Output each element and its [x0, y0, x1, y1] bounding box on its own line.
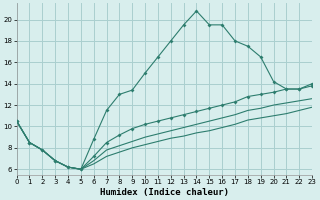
X-axis label: Humidex (Indice chaleur): Humidex (Indice chaleur) — [100, 188, 229, 197]
